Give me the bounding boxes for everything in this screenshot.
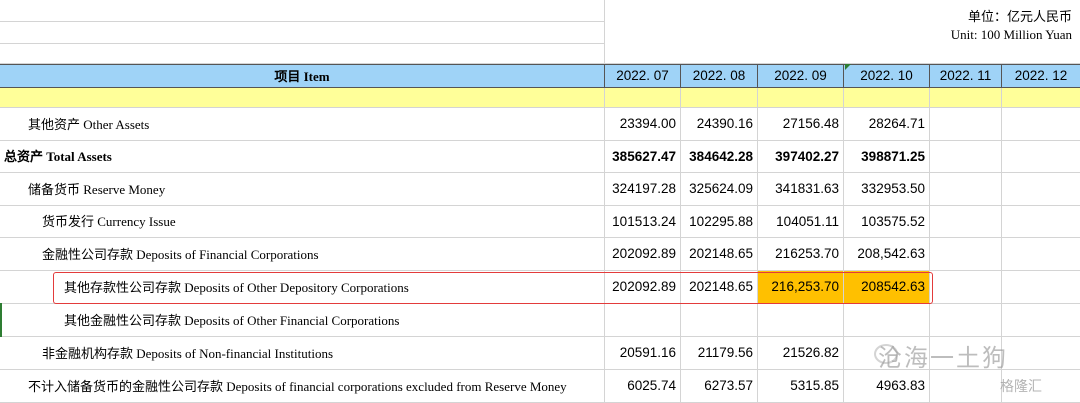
value-cell[interactable]: 102295.88 <box>681 206 758 238</box>
highlighted-value-cell[interactable]: 216,253.70 <box>758 271 844 304</box>
header-month-2[interactable]: 2022. 08 <box>681 64 758 88</box>
unit-label-cn: 单位：亿元人民币 <box>967 9 1072 24</box>
value-cell[interactable]: 332953.50 <box>844 173 930 206</box>
blank-cell[interactable] <box>0 44 605 64</box>
value-cell[interactable] <box>605 304 681 337</box>
wechat-icon <box>874 344 898 364</box>
value-cell[interactable] <box>681 304 758 337</box>
value-cell[interactable] <box>930 206 1002 238</box>
value-cell[interactable]: 20591.16 <box>605 337 681 370</box>
value-cell[interactable]: 324197.28 <box>605 173 681 206</box>
separator-cell[interactable] <box>681 88 758 108</box>
row-label-total-assets[interactable]: 总资产 Total Assets <box>0 141 605 173</box>
value-cell[interactable]: 202148.65 <box>681 271 758 304</box>
row-label-excluded-deposits[interactable]: 不计入储备货币的金融性公司存款 Deposits of financial co… <box>0 370 605 403</box>
value-cell[interactable]: 6025.74 <box>605 370 681 403</box>
header-month-3[interactable]: 2022. 09 <box>758 64 844 88</box>
value-cell[interactable]: 216253.70 <box>758 238 844 271</box>
value-cell[interactable]: 5315.85 <box>758 370 844 403</box>
value-cell[interactable]: 6273.57 <box>681 370 758 403</box>
row-label-non-financial-deposits[interactable]: 非金融机构存款 Deposits of Non-financial Instit… <box>0 337 605 370</box>
value-cell[interactable] <box>930 370 1002 403</box>
row-label-other-depository-deposits[interactable]: 其他存款性公司存款 Deposits of Other Depository C… <box>0 271 605 304</box>
value-cell[interactable] <box>758 304 844 337</box>
blank-cell[interactable] <box>0 22 605 44</box>
value-cell[interactable] <box>844 304 930 337</box>
value-cell[interactable]: 21179.56 <box>681 337 758 370</box>
value-cell[interactable]: 4963.83 <box>844 370 930 403</box>
row-label-financial-corp-deposits[interactable]: 金融性公司存款 Deposits of Financial Corporatio… <box>0 238 605 271</box>
row-label-reserve-money[interactable]: 储备货币 Reserve Money <box>0 173 605 206</box>
value-cell[interactable] <box>930 173 1002 206</box>
separator-cell[interactable] <box>758 88 844 108</box>
value-cell[interactable]: 397402.27 <box>758 141 844 173</box>
watermark-text: 沧海一土狗 <box>878 344 1008 372</box>
value-cell[interactable] <box>930 337 1002 370</box>
value-cell[interactable]: 23394.00 <box>605 108 681 141</box>
row-label-other-assets[interactable]: 其他资产 Other Assets <box>0 108 605 141</box>
separator-cell[interactable] <box>0 88 605 108</box>
separator-cell[interactable] <box>1002 88 1080 108</box>
separator-cell[interactable] <box>844 88 930 108</box>
value-cell[interactable] <box>1002 206 1080 238</box>
value-cell[interactable]: 398871.25 <box>844 141 930 173</box>
value-cell[interactable] <box>930 271 1002 304</box>
value-cell[interactable]: 384642.28 <box>681 141 758 173</box>
value-cell[interactable]: 104051.11 <box>758 206 844 238</box>
separator-cell[interactable] <box>930 88 1002 108</box>
value-cell[interactable] <box>930 141 1002 173</box>
row-label-currency-issue[interactable]: 货币发行 Currency Issue <box>0 206 605 238</box>
unit-label-en: Unit: 100 Million Yuan <box>950 27 1072 42</box>
value-cell[interactable] <box>1002 271 1080 304</box>
value-cell[interactable] <box>930 108 1002 141</box>
comment-marker <box>845 64 851 70</box>
value-cell[interactable] <box>1002 108 1080 141</box>
value-cell[interactable]: 103575.52 <box>844 206 930 238</box>
value-cell[interactable] <box>930 238 1002 271</box>
header-month-5[interactable]: 2022. 11 <box>930 64 1002 88</box>
watermark-logo: 格隆汇 <box>1000 379 1042 395</box>
value-cell[interactable] <box>844 337 930 370</box>
value-cell[interactable]: 24390.16 <box>681 108 758 141</box>
value-cell[interactable] <box>1002 238 1080 271</box>
header-month-6[interactable]: 2022. 12 <box>1002 64 1080 88</box>
value-cell[interactable] <box>1002 173 1080 206</box>
row-label-other-financial-deposits[interactable]: 其他金融性公司存款 Deposits of Other Financial Co… <box>0 304 605 337</box>
highlighted-value-cell[interactable]: 208542.63 <box>844 271 930 304</box>
blank-cell[interactable] <box>0 0 605 22</box>
value-cell[interactable] <box>1002 337 1080 370</box>
value-cell[interactable]: 202092.89 <box>605 271 681 304</box>
value-cell[interactable]: 341831.63 <box>758 173 844 206</box>
value-cell[interactable]: 28264.71 <box>844 108 930 141</box>
value-cell[interactable]: 101513.24 <box>605 206 681 238</box>
separator-cell[interactable] <box>605 88 681 108</box>
value-cell[interactable]: 202148.65 <box>681 238 758 271</box>
value-cell[interactable]: 385627.47 <box>605 141 681 173</box>
header-month-4[interactable]: 2022. 10 <box>844 64 930 88</box>
value-cell[interactable]: 325624.09 <box>681 173 758 206</box>
selection-edge <box>0 303 2 337</box>
header-month-1[interactable]: 2022. 07 <box>605 64 681 88</box>
value-cell[interactable]: 27156.48 <box>758 108 844 141</box>
value-cell[interactable]: 21526.82 <box>758 337 844 370</box>
value-cell[interactable]: 202092.89 <box>605 238 681 271</box>
header-item[interactable]: 项目 Item <box>0 64 605 88</box>
value-cell[interactable] <box>930 304 1002 337</box>
value-cell[interactable] <box>1002 141 1080 173</box>
unit-area[interactable] <box>605 0 1080 64</box>
value-cell[interactable] <box>1002 304 1080 337</box>
value-cell[interactable]: 208,542.63 <box>844 238 930 271</box>
